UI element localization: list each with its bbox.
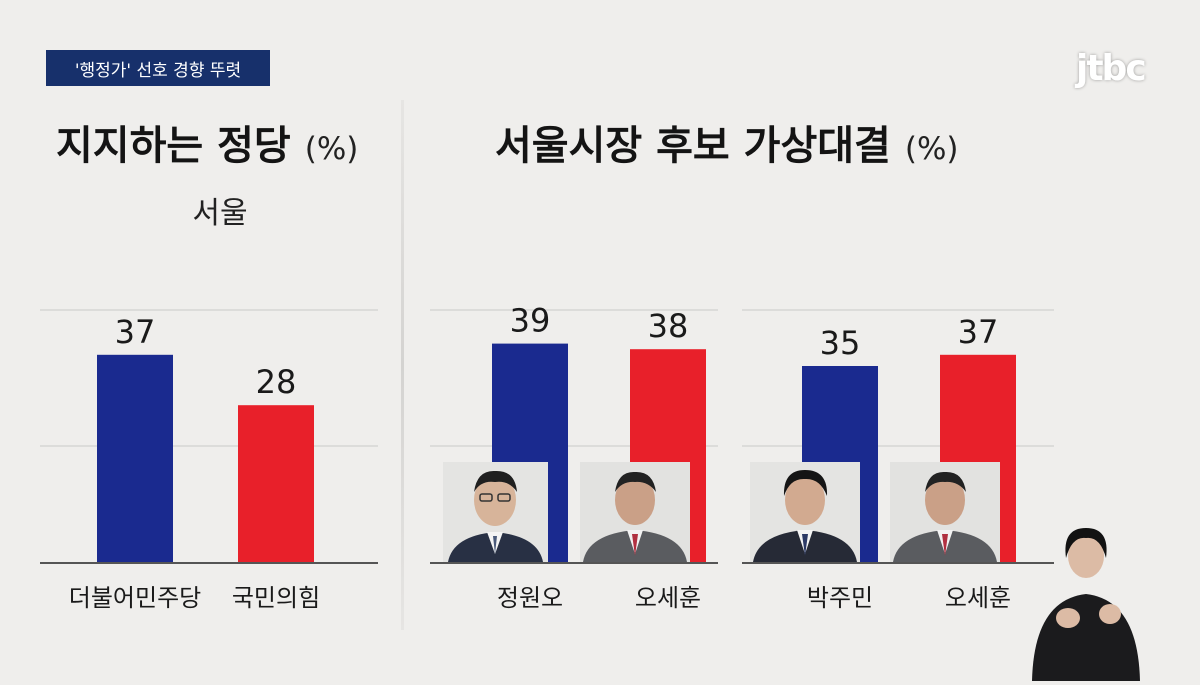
category-label-0-1: 국민의힘 [232,584,320,612]
left-chart-subtitle: 서울 [192,196,248,231]
value-label-1-1: 38 [648,307,689,345]
right-chart-unit: (%) [904,131,959,167]
bar-0-0 [97,354,173,562]
person-icon [750,462,860,562]
value-label-1-0: 39 [510,302,551,340]
headline-tag: '행정가' 선호 경향 뚜렷 [46,50,270,86]
left-chart-title: 지지하는 정당 (%) [56,116,358,176]
value-label-2-1: 37 [958,313,999,351]
value-label-0-0: 37 [115,313,156,351]
candidate-photo-정원오 [443,462,548,562]
right-chart-title-text: 서울시장 후보 가상대결 [495,123,891,169]
candidate-photo-오세훈-1 [580,462,690,562]
person-icon [890,462,1000,562]
person-icon [580,462,690,562]
category-label-1-0: 정원오 [497,584,563,612]
sign-language-interpreter [1022,518,1150,681]
section-divider [401,100,404,630]
value-label-2-0: 35 [820,324,861,362]
left-chart-title-text: 지지하는 정당 [56,123,291,169]
candidate-photo-박주민 [750,462,860,562]
jtbc-logo: jtbc [1076,48,1147,89]
bar-0-1 [238,405,314,562]
person-icon [443,462,548,562]
category-label-2-1: 오세훈 [945,584,1011,612]
left-chart-unit: (%) [304,131,359,167]
category-label-2-0: 박주민 [807,584,873,612]
interpreter-icon [1032,528,1140,681]
category-label-0-0: 더불어민주당 [69,584,201,612]
candidate-photo-오세훈-2 [890,462,1000,562]
category-label-1-1: 오세훈 [635,584,701,612]
value-label-0-1: 28 [256,363,297,401]
right-chart-title: 서울시장 후보 가상대결 (%) [495,116,959,176]
